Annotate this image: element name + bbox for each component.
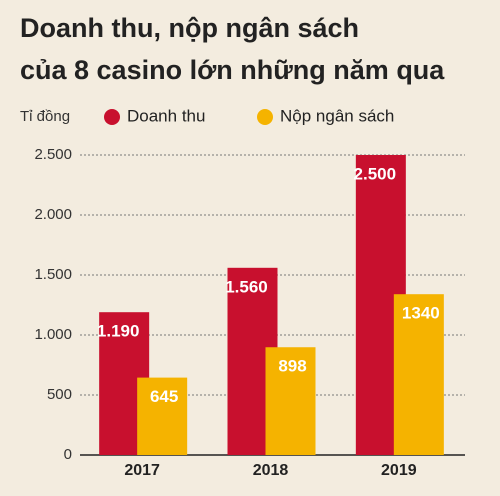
chart-title: Doanh thu, nộp ngân sách <box>20 13 359 43</box>
legend-label: Nộp ngân sách <box>280 106 394 125</box>
x-tick-label: 2019 <box>381 462 417 479</box>
x-tick-label: 2018 <box>253 462 289 479</box>
y-tick-label: 2.000 <box>34 206 72 223</box>
value-label: 1.190 <box>97 322 140 341</box>
value-label: 1.560 <box>225 277 268 296</box>
value-label: 645 <box>150 387 178 406</box>
chart-title: của 8 casino lớn những năm qua <box>20 55 445 85</box>
y-tick-label: 0 <box>64 446 72 463</box>
x-tick-label: 2017 <box>124 462 160 479</box>
bar <box>137 377 188 455</box>
y-axis-label: Tỉ đồng <box>20 108 70 125</box>
y-tick-label: 1.500 <box>34 266 72 283</box>
value-label: 898 <box>278 357 306 376</box>
legend-label: Doanh thu <box>127 106 205 125</box>
y-tick-label: 500 <box>47 386 72 403</box>
legend-marker <box>104 109 120 125</box>
y-tick-label: 1.000 <box>34 326 72 343</box>
bar <box>393 294 444 455</box>
value-label: 2.500 <box>354 164 397 183</box>
bar <box>265 347 316 455</box>
y-tick-label: 2.500 <box>34 146 72 163</box>
value-label: 1340 <box>402 304 440 323</box>
legend-marker <box>257 109 273 125</box>
